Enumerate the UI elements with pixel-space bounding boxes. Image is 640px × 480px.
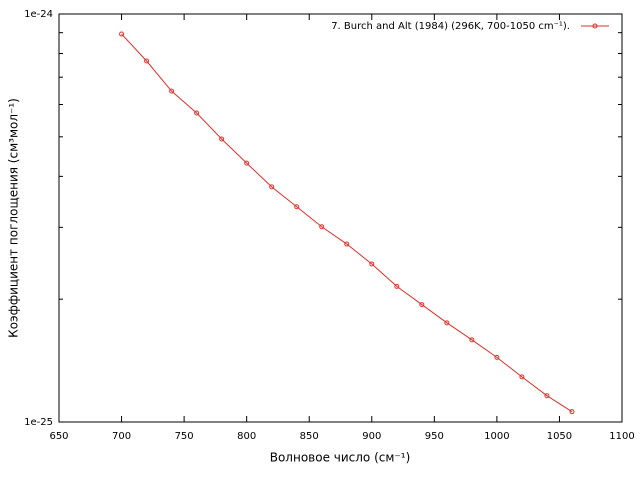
x-tick-label: 950 — [425, 431, 444, 442]
x-tick-label: 1000 — [484, 431, 509, 442]
data-point — [144, 58, 150, 64]
data-point — [269, 184, 275, 190]
y-axis-label: Коэффициент поглощения (см³мол⁻¹) — [7, 98, 21, 338]
data-point — [469, 337, 475, 343]
y-tick-label: 1e-24 — [24, 9, 53, 20]
x-tick-label: 700 — [112, 431, 131, 442]
data-point — [244, 160, 250, 166]
y-tick-label: 1e-25 — [24, 417, 53, 428]
data-point — [519, 374, 525, 380]
x-tick-label: 800 — [237, 431, 256, 442]
x-tick-label: 650 — [49, 431, 68, 442]
data-point — [294, 204, 300, 210]
legend-swatch — [592, 23, 598, 29]
x-axis-label: Волновое число (см⁻¹) — [270, 451, 411, 465]
data-point — [344, 241, 350, 247]
data-point — [219, 136, 225, 142]
plot-frame — [58, 13, 623, 423]
data-point — [194, 110, 200, 116]
data-point — [319, 224, 325, 230]
data-point — [369, 261, 375, 267]
legend-label: 7. Burch and Alt (1984) (296K, 700-1050 … — [331, 21, 570, 32]
series-line — [121, 33, 573, 413]
x-tick-label: 850 — [300, 431, 319, 442]
x-tick-label: 1100 — [609, 431, 634, 442]
x-tick-label: 900 — [362, 431, 381, 442]
x-tick-label: 750 — [175, 431, 194, 442]
x-tick-label: 1050 — [547, 431, 572, 442]
data-point — [419, 302, 425, 308]
data-point — [569, 409, 575, 415]
data-point — [169, 88, 175, 94]
data-point — [444, 320, 450, 326]
data-point — [494, 354, 500, 360]
data-point — [394, 283, 400, 289]
data-point — [544, 393, 550, 399]
data-point — [119, 31, 125, 37]
